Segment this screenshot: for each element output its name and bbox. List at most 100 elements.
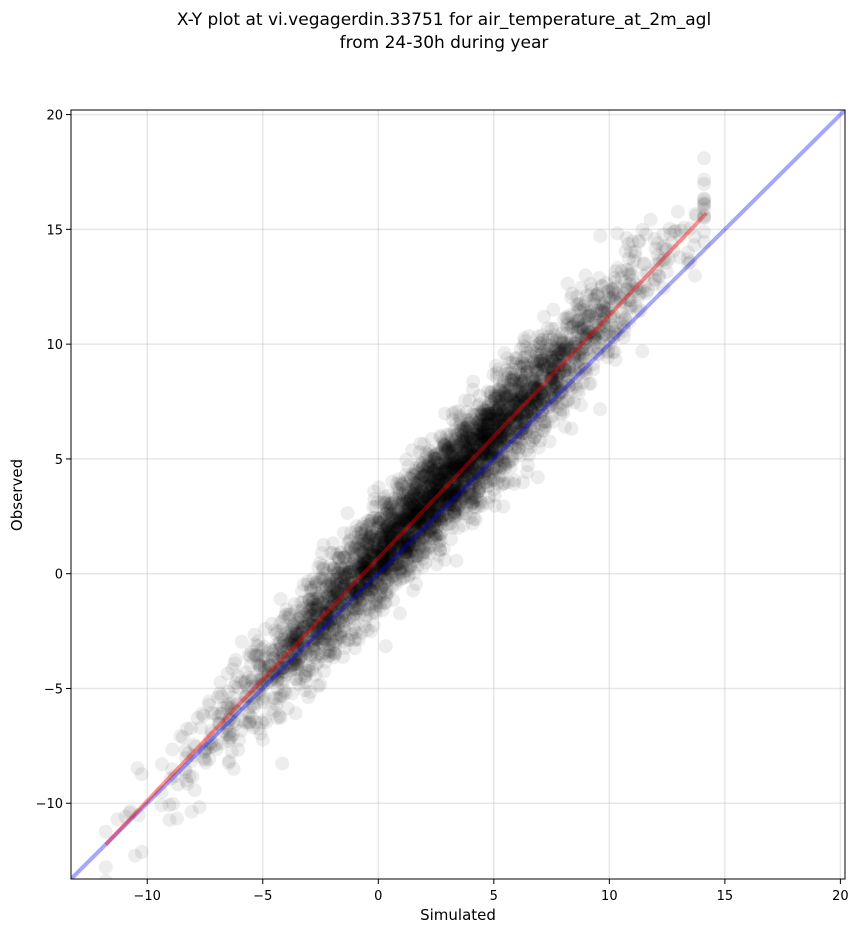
scatter-point	[481, 434, 496, 449]
scatter-point	[467, 407, 482, 422]
scatter-point	[583, 324, 598, 339]
scatter-point	[532, 356, 547, 371]
scatter-point	[212, 686, 227, 701]
scatter-point	[505, 452, 520, 466]
scatter-point	[443, 516, 458, 531]
scatter-point	[374, 580, 389, 595]
scatter-point	[277, 683, 292, 698]
scatter-point	[283, 633, 297, 648]
scatter-point	[435, 487, 450, 502]
scatter-point	[256, 678, 271, 693]
scatter-point	[359, 578, 374, 593]
scatter-point	[227, 703, 242, 718]
scatter-point	[219, 720, 234, 735]
scatter-point	[576, 299, 591, 314]
scatter-point	[453, 465, 468, 480]
scatter-point	[569, 331, 584, 346]
scatter-point	[302, 600, 317, 615]
scatter-point	[433, 470, 448, 485]
scatter-point	[386, 538, 400, 552]
scatter-point	[399, 452, 414, 467]
scatter-point	[526, 371, 540, 386]
scatter-point	[470, 456, 485, 471]
scatter-point	[493, 461, 508, 475]
scatter-point	[480, 462, 495, 477]
scatter-point	[415, 559, 430, 574]
scatter-point	[455, 455, 470, 470]
scatter-point	[470, 427, 485, 442]
scatter-point	[467, 491, 482, 506]
scatter-point	[533, 409, 548, 423]
scatter-point	[511, 406, 526, 421]
scatter-point	[484, 394, 499, 409]
scatter-point	[601, 289, 616, 304]
scatter-point	[375, 546, 390, 561]
scatter-point	[512, 393, 527, 408]
scatter-point	[270, 637, 284, 651]
scatter-point	[295, 638, 310, 652]
scatter-point	[462, 458, 477, 473]
scatter-point	[421, 492, 436, 507]
scatter-point	[542, 389, 557, 404]
scatter-point	[287, 597, 302, 612]
scatter-point	[409, 504, 424, 519]
scatter-point	[370, 495, 385, 510]
y-tick-label: 20	[46, 109, 63, 124]
scatter-point	[179, 773, 194, 788]
scatter-point	[496, 376, 511, 391]
scatter-point	[697, 151, 712, 166]
scatter-point	[354, 532, 369, 547]
scatter-point	[480, 450, 495, 465]
scatter-point	[282, 636, 297, 651]
scatter-point	[637, 269, 651, 283]
scatter-point	[618, 244, 633, 259]
scatter-point	[362, 600, 377, 614]
scatter-point	[522, 391, 537, 406]
scatter-point	[352, 542, 367, 557]
scatter-point	[327, 588, 342, 603]
scatter-point	[319, 601, 334, 615]
scatter-point	[590, 340, 605, 355]
scatter-point	[336, 606, 351, 620]
scatter-point	[567, 336, 582, 351]
scatter-point	[382, 546, 397, 561]
scatter-point	[455, 434, 470, 449]
scatter-point	[442, 446, 457, 461]
scatter-point	[448, 431, 463, 446]
scatter-point	[357, 560, 372, 575]
scatter-point	[552, 365, 567, 380]
scatter-point	[332, 551, 347, 566]
scatter-point	[469, 469, 484, 484]
scatter-point	[289, 626, 304, 641]
scatter-point	[454, 435, 469, 450]
scatter-point	[314, 605, 329, 620]
scatter-point	[454, 416, 468, 431]
scatter-point	[526, 371, 540, 386]
scatter-point	[379, 540, 394, 555]
scatter-point	[392, 541, 407, 556]
scatter-point	[443, 467, 458, 482]
scatter-point	[516, 350, 531, 365]
scatter-point	[428, 498, 443, 513]
scatter-point	[221, 733, 236, 748]
scatter-point	[340, 506, 355, 521]
scatter-point	[364, 558, 379, 573]
scatter-point	[222, 712, 237, 727]
scatter-point	[481, 406, 496, 421]
scatter-point	[388, 518, 403, 533]
scatter-point	[518, 386, 533, 401]
scatter-point	[492, 395, 507, 410]
scatter-point	[478, 411, 493, 426]
scatter-point	[620, 282, 635, 297]
scatter-point	[456, 447, 471, 462]
scatter-point	[286, 657, 301, 672]
scatter-point	[441, 490, 456, 505]
scatter-point	[391, 539, 405, 554]
scatter-point	[471, 416, 486, 431]
scatter-point	[419, 519, 434, 534]
scatter-point	[429, 479, 444, 494]
scatter-point	[392, 489, 406, 504]
scatter-point	[477, 428, 492, 443]
scatter-point	[285, 620, 300, 635]
